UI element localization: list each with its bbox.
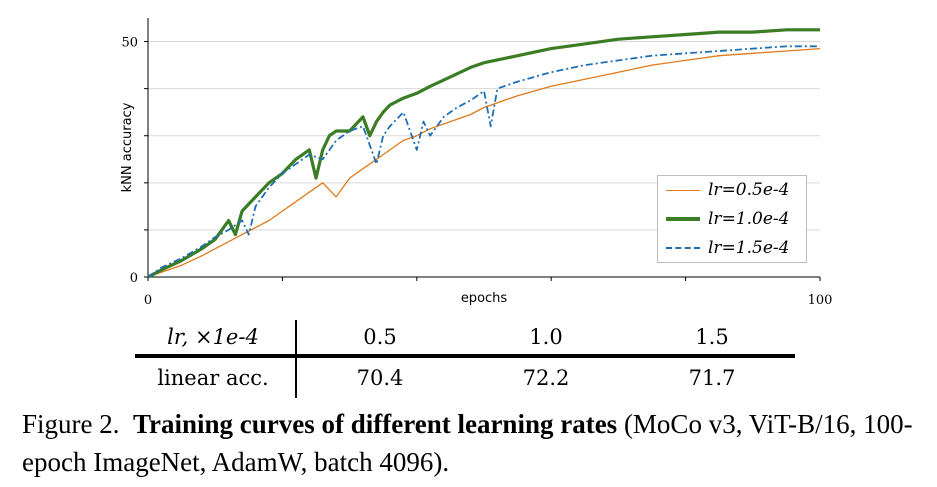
y-tick-label: 0 — [130, 271, 138, 286]
legend-swatch — [666, 217, 700, 221]
figure-caption: Figure 2. Training curves of different l… — [22, 405, 927, 481]
learning-rate-table: lr, ×1e-4 0.5 1.0 1.5 linear acc. 70.4 7… — [135, 320, 795, 398]
x-tick-label: 0 — [144, 293, 152, 308]
caption-bold: Training curves of different learning ra… — [133, 409, 618, 439]
table-header-cell: 1.5 — [629, 320, 795, 358]
y-axis-label: kNN accuracy — [120, 102, 135, 192]
table-cell: 71.7 — [688, 366, 736, 390]
legend-label: lr=0.5e-4 — [708, 180, 790, 200]
y-tick-label: 50 — [121, 36, 138, 51]
legend-label: lr=1.0e-4 — [708, 209, 790, 229]
table-cell: 72.2 — [522, 366, 570, 390]
x-axis-label: epochs — [461, 291, 508, 306]
chart-legend: lr=0.5e-4 lr=1.0e-4 lr=1.5e-4 — [657, 175, 807, 263]
legend-swatch — [666, 189, 700, 191]
training-curves-chart: 0 50 0 100 epochs kNN accuracy — [120, 18, 833, 308]
caption-prefix: Figure 2. — [22, 409, 120, 439]
table-row-label: linear acc. — [135, 356, 297, 398]
series-line — [147, 28, 820, 279]
table-row: linear acc. 70.4 72.2 71.7 — [135, 356, 795, 398]
legend-swatch — [666, 247, 700, 249]
table-header-cell: 1.0 — [463, 320, 629, 358]
table-header-cell: 0.5 — [296, 320, 463, 358]
table-header-label: lr, ×1e-4 — [135, 320, 297, 358]
table-cell: 70.4 — [356, 366, 404, 390]
series-line — [147, 45, 820, 278]
legend-entry: lr=1.5e-4 — [666, 237, 789, 259]
x-tick-label: 100 — [808, 293, 833, 308]
table-header-row: lr, ×1e-4 0.5 1.0 1.5 — [135, 320, 795, 358]
legend-entry: lr=1.0e-4 — [666, 208, 789, 230]
series-line — [147, 47, 821, 278]
legend-label: lr=1.5e-4 — [708, 238, 790, 258]
legend-entry: lr=0.5e-4 — [666, 179, 789, 201]
caption-rest: (MoCo v3, ViT-B/16, 100-epoch ImageNet, … — [22, 409, 913, 477]
